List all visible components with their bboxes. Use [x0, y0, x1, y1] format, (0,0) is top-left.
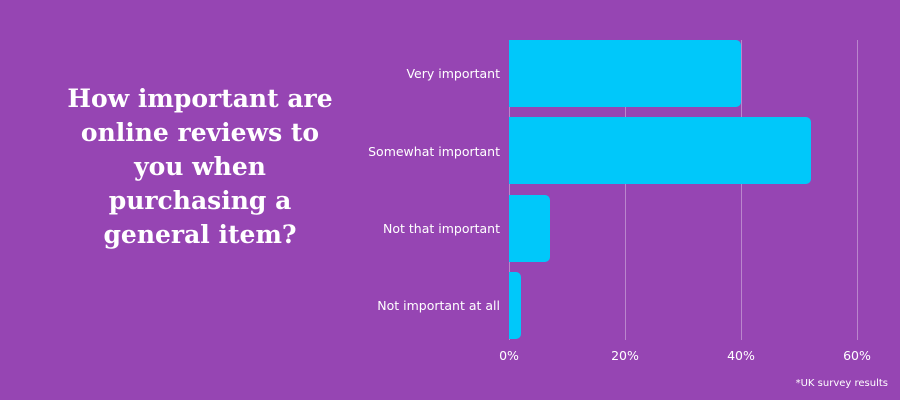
plot-area [509, 40, 858, 340]
title-line: general item? [103, 220, 297, 249]
bar [509, 40, 741, 107]
bar [509, 117, 811, 184]
category-label: Very important [406, 66, 500, 81]
gridline [857, 40, 858, 340]
x-tick-label: 40% [727, 348, 755, 363]
bar [509, 272, 521, 339]
gridline [509, 40, 510, 340]
category-label: Not important at all [377, 298, 500, 313]
x-tick-label: 60% [843, 348, 871, 363]
category-label: Somewhat important [368, 144, 500, 159]
bar [509, 195, 550, 262]
category-label: Not that important [383, 221, 500, 236]
title-line: purchasing a [108, 186, 292, 215]
gridline [625, 40, 626, 340]
gridline [741, 40, 742, 340]
chart-title: How important are online reviews to you … [40, 82, 360, 252]
title-line: you when [134, 152, 266, 181]
x-tick-label: 20% [611, 348, 639, 363]
footnote: *UK survey results [795, 378, 888, 389]
title-line: How important are [67, 84, 333, 113]
x-tick-label: 0% [499, 348, 519, 363]
title-line: online reviews to [80, 118, 320, 147]
